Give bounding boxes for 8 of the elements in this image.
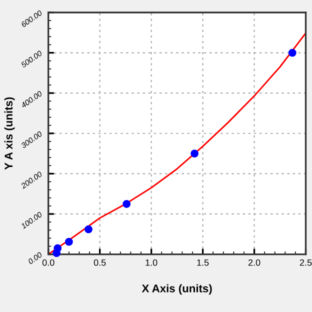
x-tick-label: 1.5 <box>197 259 209 266</box>
x-tick-label: 2.0 <box>248 259 260 266</box>
x-tick-label: 0.0 <box>42 259 54 266</box>
x-tick-label: 1.0 <box>146 259 158 266</box>
x-axis-title: X Axis (units) <box>142 284 212 295</box>
x-tick-label: 0.5 <box>94 259 106 266</box>
y-axis-title: Y A xis (units) <box>4 97 15 170</box>
x-tick-label: 2.5 <box>300 259 312 266</box>
